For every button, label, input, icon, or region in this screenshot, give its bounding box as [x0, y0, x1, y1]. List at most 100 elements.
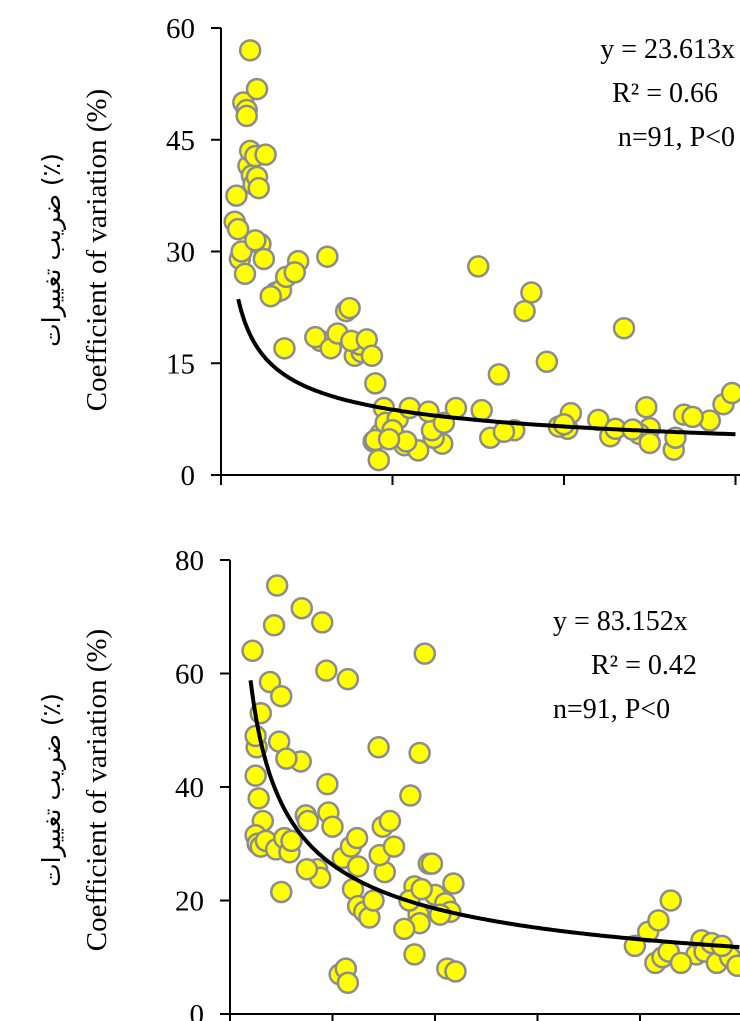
y-tick-label: 60 — [175, 659, 204, 691]
y-ticks: 0 15 30 45 60 — [166, 13, 221, 492]
data-point — [336, 667, 360, 691]
y-axis-label-persian: ضریب تغییرات (٪) — [37, 153, 66, 347]
data-point — [270, 684, 293, 708]
data-point — [283, 261, 306, 284]
data-point — [467, 255, 490, 278]
data-point — [295, 858, 319, 881]
data-point — [362, 889, 385, 912]
data-point — [280, 829, 303, 853]
data-point — [535, 350, 559, 374]
data-point — [345, 826, 369, 850]
data-point — [336, 971, 360, 995]
trendline — [236, 298, 736, 437]
data-point — [470, 398, 493, 422]
data-point — [254, 143, 277, 166]
x-ticks — [229, 1014, 641, 1021]
data-point — [338, 296, 361, 320]
data-point — [367, 448, 391, 472]
data-point — [420, 852, 444, 875]
data-point — [235, 104, 258, 128]
data-point — [226, 217, 250, 241]
y-tick-label: 0 — [190, 999, 205, 1021]
y-axis-label: Coefficient of variation (%) — [81, 629, 113, 951]
data-point — [225, 184, 248, 207]
y-axis-label-group: Coefficient of variation (%) ضریب تغییرا… — [37, 629, 113, 951]
data-point — [247, 787, 270, 810]
data-point — [638, 431, 661, 455]
data-point — [304, 325, 327, 349]
y-tick-label: 60 — [166, 13, 195, 45]
equation-annotation: y = 23.613x R² = 0.66 n=91, P<0 — [600, 34, 735, 153]
data-point — [360, 344, 384, 368]
data-point — [669, 951, 693, 975]
data-point — [315, 659, 338, 682]
data-point — [247, 176, 270, 200]
data-point — [487, 363, 511, 386]
data-point — [612, 316, 636, 340]
y-tick-label: 20 — [175, 886, 204, 918]
scatter-points — [223, 39, 740, 472]
data-point — [244, 229, 267, 252]
data-point — [245, 77, 269, 101]
y-tick-label: 0 — [181, 460, 196, 492]
y-axis-label: Coefficient of variation (%) — [81, 89, 113, 411]
data-point — [444, 960, 467, 983]
data-point — [262, 614, 286, 637]
data-point — [259, 284, 282, 308]
data-point — [252, 247, 276, 271]
y-tick-label: 30 — [166, 237, 195, 269]
data-point — [346, 855, 370, 878]
data-point — [233, 262, 257, 286]
y-tick-label: 80 — [175, 545, 204, 577]
data-point — [364, 372, 387, 395]
data-point — [275, 747, 298, 770]
trendline — [248, 680, 740, 950]
data-point — [726, 954, 740, 978]
data-point — [442, 872, 465, 895]
chart-top: Coefficient of variation (%) ضریب تغییرا… — [37, 13, 740, 492]
data-point — [273, 337, 296, 360]
annotation-r2: R² = 0.42 — [591, 650, 697, 681]
data-point — [408, 741, 431, 765]
data-point — [377, 427, 401, 451]
data-point — [321, 815, 344, 838]
data-point — [399, 784, 422, 807]
data-point — [316, 245, 339, 268]
data-point — [393, 917, 416, 941]
data-point — [413, 642, 436, 665]
y-tick-label: 45 — [166, 125, 195, 157]
data-point — [311, 611, 334, 634]
data-point — [378, 809, 402, 833]
data-point — [270, 880, 293, 904]
x-ticks — [220, 475, 737, 485]
data-point — [241, 639, 264, 663]
data-point — [382, 835, 406, 858]
annotation-n-p: n=91, P<0 — [618, 122, 735, 153]
data-point — [244, 764, 267, 787]
annotation-equation: y = 83.152x — [553, 606, 688, 637]
chart-bottom: Coefficient of variation (%) ضریب تغییرا… — [37, 545, 740, 1021]
annotation-n-p: n=91, P<0 — [553, 694, 670, 725]
y-tick-label: 40 — [175, 772, 204, 804]
data-point — [410, 877, 433, 901]
data-point — [659, 889, 682, 912]
data-point — [238, 39, 262, 62]
data-point — [720, 381, 740, 405]
annotation-equation: y = 23.613x — [600, 34, 735, 65]
y-ticks: 0 20 40 60 80 — [175, 545, 230, 1021]
data-point — [265, 574, 289, 597]
data-point — [635, 395, 658, 419]
equation-annotation: y = 83.152x R² = 0.42 n=91, P<0 — [553, 606, 697, 725]
y-axis-label-group: Coefficient of variation (%) ضریب تغییرا… — [37, 89, 113, 411]
data-point — [520, 281, 543, 304]
data-point — [296, 809, 320, 833]
data-point — [681, 405, 704, 429]
data-point — [647, 909, 670, 932]
data-point — [444, 396, 468, 420]
data-point — [316, 772, 339, 796]
data-point — [403, 943, 426, 966]
y-axis-label-persian: ضریب تغییرات (٪) — [37, 693, 66, 887]
scatter-points — [241, 574, 740, 995]
y-tick-label: 15 — [166, 348, 195, 380]
data-point — [367, 736, 390, 759]
